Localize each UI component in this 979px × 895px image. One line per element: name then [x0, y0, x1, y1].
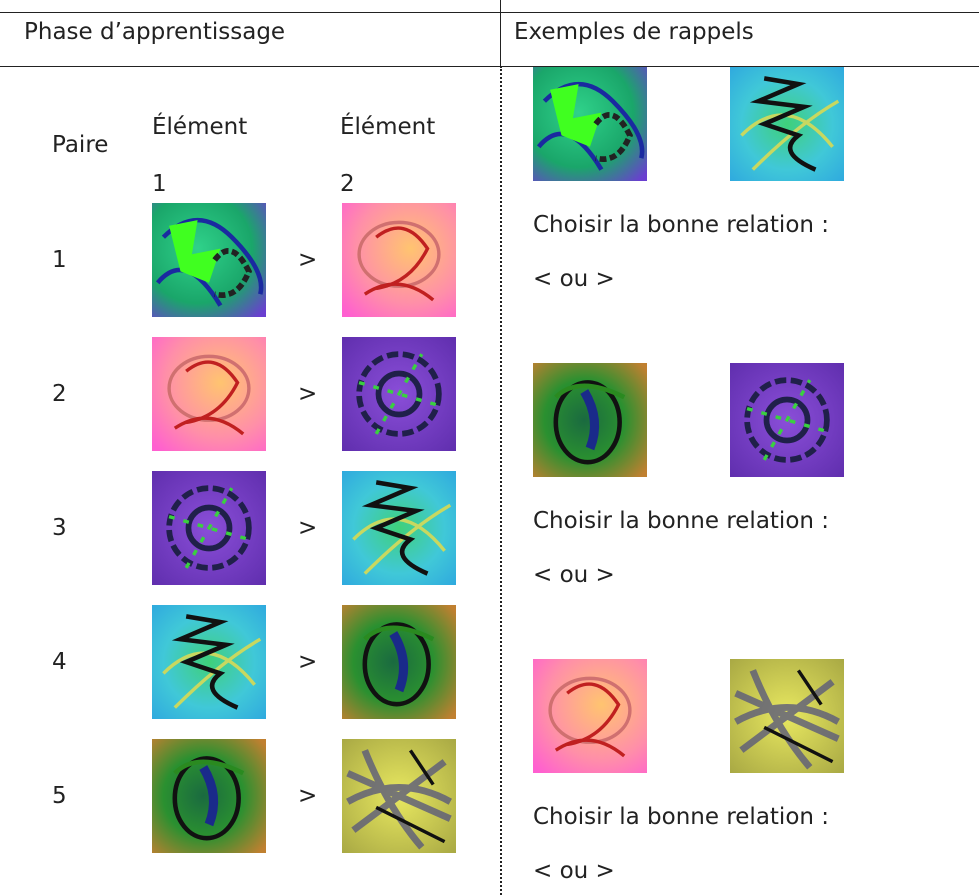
header-divider: [500, 0, 501, 66]
relation-symbol: >: [298, 515, 318, 541]
pair-number: 3: [52, 515, 67, 541]
relation-symbol: >: [298, 649, 318, 675]
stimulus-image: [152, 337, 266, 451]
stimulus-image: [533, 659, 647, 773]
column-header: Élément 2: [340, 114, 436, 197]
pair-number: 1: [52, 247, 67, 273]
recall-prompt: Choisir la bonne relation :: [533, 212, 830, 238]
recall-options: < ou >: [533, 266, 615, 292]
header-right: Exemples de rappels: [514, 19, 754, 45]
stimulus-image: [342, 203, 456, 317]
column-header: Élément 1: [152, 114, 248, 197]
top-rule: [0, 12, 979, 13]
pair-number: 5: [52, 783, 67, 809]
stimulus-image: [152, 605, 266, 719]
stimulus-image: [730, 67, 844, 181]
stimulus-image: [533, 363, 647, 477]
recall-options: < ou >: [533, 858, 615, 884]
column-divider: [500, 66, 502, 895]
stimulus-image: [730, 659, 844, 773]
stimulus-image: [342, 605, 456, 719]
stimulus-image: [342, 337, 456, 451]
stimulus-image: [152, 471, 266, 585]
header-left: Phase d’apprentissage: [24, 19, 286, 45]
stimulus-image: [730, 363, 844, 477]
relation-symbol: >: [298, 783, 318, 809]
relation-symbol: >: [298, 381, 318, 407]
stimulus-image: [152, 203, 266, 317]
relation-symbol: >: [298, 247, 318, 273]
recall-options: < ou >: [533, 562, 615, 588]
recall-prompt: Choisir la bonne relation :: [533, 508, 830, 534]
stimulus-image: [152, 739, 266, 853]
stimulus-image: [342, 471, 456, 585]
column-header: Paire: [52, 132, 109, 158]
stimulus-image: [533, 67, 647, 181]
recall-prompt: Choisir la bonne relation :: [533, 804, 830, 830]
header-rule: [0, 66, 979, 67]
stimulus-image: [342, 739, 456, 853]
pair-number: 4: [52, 649, 67, 675]
pair-number: 2: [52, 381, 67, 407]
